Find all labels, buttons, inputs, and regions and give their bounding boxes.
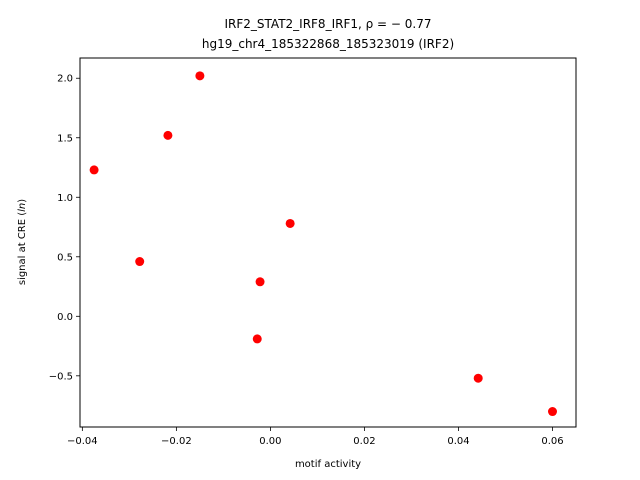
data-point: [195, 71, 205, 81]
x-tick-label: 0.02: [353, 436, 375, 447]
data-point: [252, 334, 262, 344]
data-point: [163, 130, 173, 140]
x-tick-label: −0.02: [161, 436, 192, 447]
data-point: [135, 257, 145, 267]
y-axis-label: signal at CRE (ln): [17, 199, 28, 285]
x-tick-label: 0.00: [259, 436, 281, 447]
data-point: [473, 373, 483, 383]
data-point: [255, 277, 265, 287]
chart-title-line-1: IRF2_STAT2_IRF8_IRF1, ρ = − 0.77: [224, 17, 431, 31]
chart-title-line-2: hg19_chr4_185322868_185323019 (IRF2): [202, 37, 454, 51]
x-axis-label: motif activity: [295, 459, 361, 470]
x-tick-label: −0.04: [67, 436, 98, 447]
plot-frame: [79, 57, 577, 428]
x-tick-label: 0.06: [541, 436, 563, 447]
x-axis-ticks: −0.04 −0.02 0.00 0.02 0.04 0.06: [67, 427, 564, 447]
x-tick-label: 0.04: [447, 436, 469, 447]
y-tick-label: 0.0: [57, 312, 73, 323]
y-tick-label: 2.0: [57, 74, 73, 85]
data-points: [89, 71, 557, 417]
y-tick-label: 1.5: [57, 133, 73, 144]
data-point: [547, 407, 557, 417]
y-tick-label: 0.5: [57, 252, 73, 263]
y-tick-label: 1.0: [57, 193, 73, 204]
y-axis-ticks: −0.5 0.0 0.5 1.0 1.5 2.0: [49, 74, 80, 382]
data-point: [89, 165, 99, 175]
y-tick-label: −0.5: [49, 371, 73, 382]
data-point: [285, 218, 295, 228]
